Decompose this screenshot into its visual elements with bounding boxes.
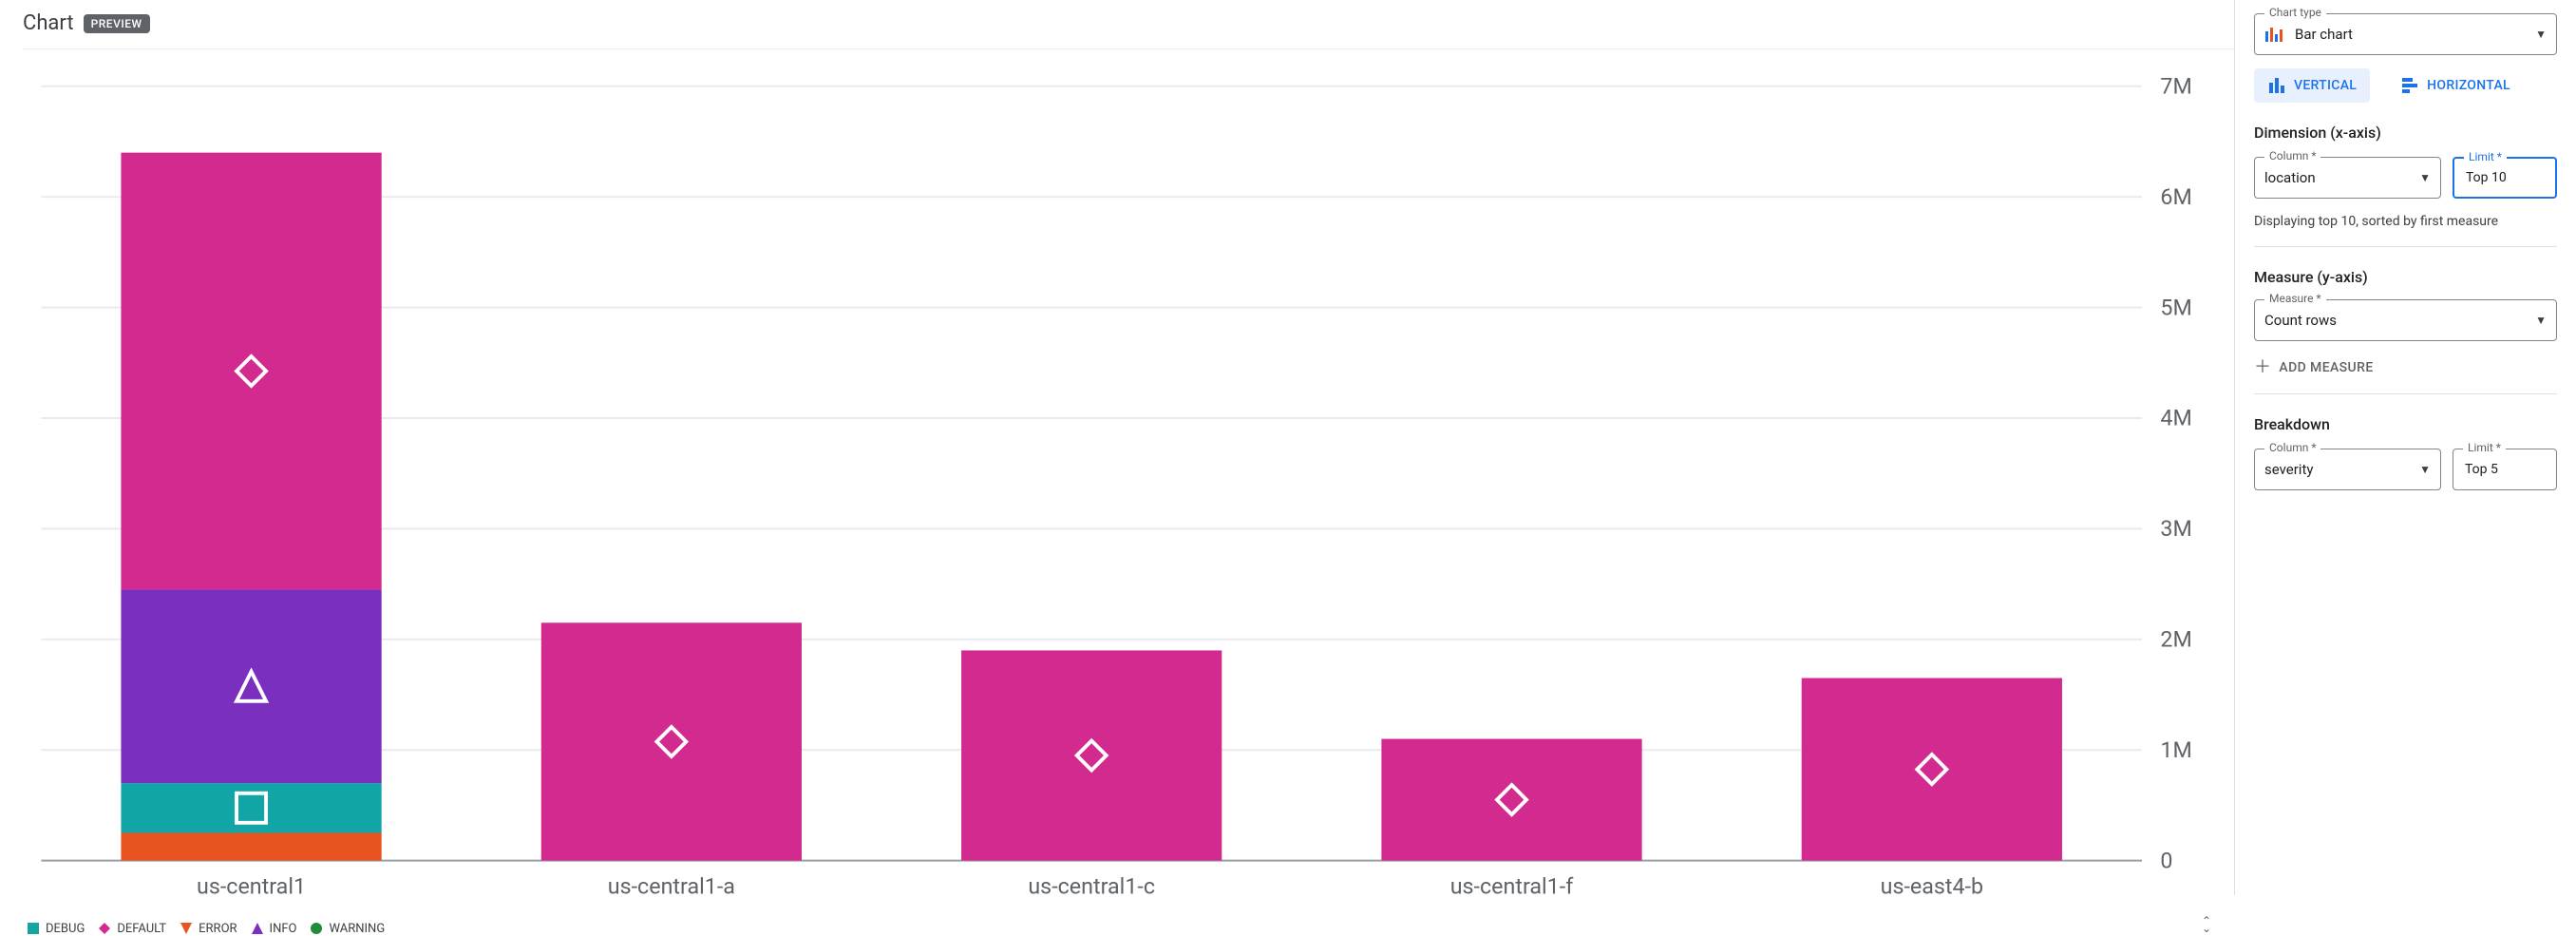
svg-text:6M: 6M [2160, 183, 2191, 210]
chevron-down-icon: ▼ [2419, 171, 2431, 184]
svg-text:2M: 2M [2160, 626, 2191, 653]
add-measure-label: ADD MEASURE [2279, 360, 2373, 375]
orientation-horizontal-button[interactable]: HORIZONTAL [2387, 68, 2524, 103]
svg-text:7M: 7M [2160, 73, 2191, 100]
svg-text:us-central1-f: us-central1-f [1450, 873, 1574, 900]
svg-text:1M: 1M [2160, 736, 2191, 763]
chart-type-value: Bar chart [2295, 26, 2535, 43]
legend-item-debug[interactable]: DEBUG [27, 922, 85, 936]
chart-title: Chart [23, 11, 74, 35]
plus-icon: ＋ [2254, 361, 2271, 374]
bar-chart-color-icon [2264, 26, 2285, 43]
measure-select[interactable]: Measure * Count rows ▼ [2254, 299, 2557, 341]
chevron-down-icon: ▼ [2535, 314, 2547, 327]
dimension-limit-label: Limit * [2464, 150, 2507, 163]
legend-item-error[interactable]: ERROR [180, 922, 237, 936]
svg-text:us-central1: us-central1 [197, 873, 306, 900]
svg-text:5M: 5M [2160, 294, 2191, 320]
legend-item-default[interactable]: DEFAULT [98, 922, 166, 936]
horizontal-bars-icon [2400, 76, 2419, 95]
orientation-vertical-button[interactable]: VERTICAL [2254, 68, 2370, 103]
preview-badge: PREVIEW [84, 14, 150, 33]
breakdown-column-value: severity [2264, 461, 2419, 478]
legend: DEBUG DEFAULT ERROR INFO WARNING [23, 916, 2234, 936]
svg-text:0: 0 [2160, 847, 2172, 873]
breakdown-column-select[interactable]: Column * severity ▼ [2254, 449, 2441, 490]
dimension-column-select[interactable]: Column * location ▼ [2254, 157, 2441, 199]
svg-text:us-east4-b: us-east4-b [1881, 873, 1983, 900]
breakdown-limit-label: Limit * [2463, 441, 2506, 454]
orientation-vertical-label: VERTICAL [2294, 78, 2357, 93]
measure-title: Measure (y-axis) [2254, 268, 2557, 286]
chart-type-select[interactable]: Chart type Bar chart ▼ [2254, 13, 2557, 55]
measure-value: Count rows [2264, 312, 2535, 329]
orientation-horizontal-label: HORIZONTAL [2427, 78, 2510, 93]
chart-type-label: Chart type [2264, 6, 2326, 19]
legend-item-info[interactable]: INFO [251, 922, 297, 936]
bar-chart: 0 1M 2M 3M 4M 5M 6M 7M us-central1 us-central1-a u… [23, 49, 2234, 916]
breakdown-column-label: Column * [2264, 441, 2320, 454]
divider [2254, 393, 2557, 394]
vertical-bars-icon [2267, 76, 2286, 95]
chart-panel: Chart PREVIEW 01M2M3M4M5M6M7Mus-central1… [0, 0, 2234, 895]
dimension-column-label: Column * [2264, 149, 2320, 162]
measure-label: Measure * [2264, 292, 2326, 305]
chevron-down-icon: ▼ [2535, 28, 2547, 41]
chart-header: Chart PREVIEW [23, 8, 2234, 49]
dimension-limit-input[interactable]: Limit * [2453, 157, 2557, 199]
svg-text:4M: 4M [2160, 405, 2191, 431]
breakdown-title: Breakdown [2254, 415, 2557, 433]
chevron-down-icon: ▼ [2419, 463, 2431, 476]
breakdown-limit-input[interactable]: Limit * [2453, 449, 2557, 490]
svg-text:us-central1-a: us-central1-a [608, 873, 735, 900]
dimension-limit-value[interactable] [2464, 169, 2546, 186]
svg-text:us-central1-c: us-central1-c [1028, 873, 1155, 900]
legend-scroll-icon[interactable]: ⌃⌄ [2202, 917, 2211, 932]
dimension-title: Dimension (x-axis) [2254, 124, 2557, 142]
add-measure-button[interactable]: ＋ ADD MEASURE [2254, 360, 2374, 375]
dimension-column-value: location [2264, 169, 2419, 186]
legend-item-warning[interactable]: WARNING [310, 922, 385, 936]
svg-text:3M: 3M [2160, 515, 2191, 542]
breakdown-limit-value[interactable] [2463, 461, 2547, 478]
config-panel: Chart type Bar chart ▼ VERTICAL [2234, 0, 2576, 895]
divider [2254, 246, 2557, 247]
dimension-hint: Displaying top 10, sorted by first measu… [2254, 214, 2557, 229]
